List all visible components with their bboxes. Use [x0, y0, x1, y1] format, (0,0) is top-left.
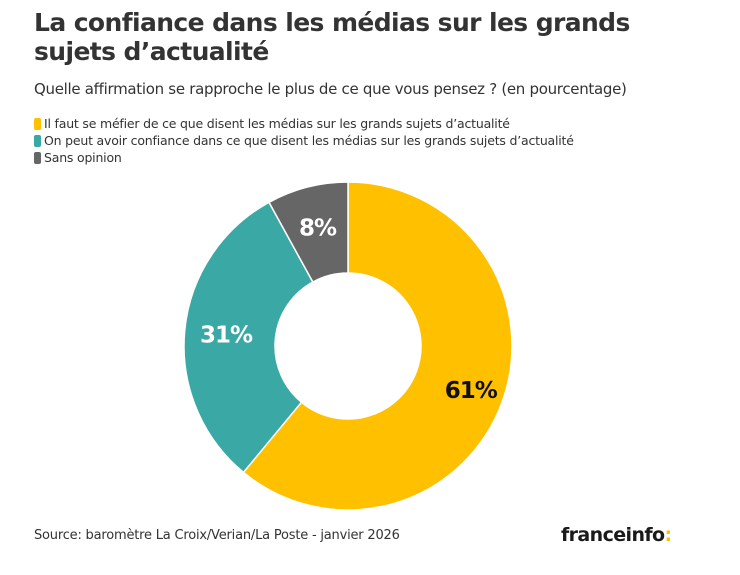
legend-label: On peut avoir confiance dans ce que dise…: [44, 133, 574, 148]
logo-colon: :: [664, 524, 673, 546]
franceinfo-logo: franceinfo:: [561, 524, 672, 546]
legend-swatch: [34, 134, 41, 147]
legend-label: Il faut se méfier de ce que disent les m…: [44, 116, 510, 131]
slice-label-0: 61%: [445, 378, 498, 404]
logo-text: franceinfo: [561, 524, 665, 546]
slice-label-1: 31%: [200, 322, 253, 348]
chart-subtitle: Quelle affirmation se rapproche le plus …: [34, 80, 627, 98]
legend-item: Sans opinion: [34, 149, 574, 166]
slice-label-2: 8%: [299, 215, 337, 241]
source-note: Source: baromètre La Croix/Verian/La Pos…: [34, 528, 400, 543]
donut-slice: [242, 181, 513, 511]
legend-label: Sans opinion: [44, 150, 122, 165]
donut-slice: [183, 201, 314, 474]
legend-item: On peut avoir confiance dans ce que dise…: [34, 132, 574, 149]
legend-swatch: [34, 117, 41, 130]
donut-slice: [267, 181, 349, 284]
legend: Il faut se méfier de ce que disent les m…: [34, 115, 574, 166]
legend-item: Il faut se méfier de ce que disent les m…: [34, 115, 574, 132]
legend-swatch: [34, 151, 41, 164]
chart-title: La confiance dans les médias sur les gra…: [34, 8, 630, 66]
donut-slices: [183, 181, 513, 511]
donut-labels: 61% 31% 8%: [200, 215, 499, 404]
